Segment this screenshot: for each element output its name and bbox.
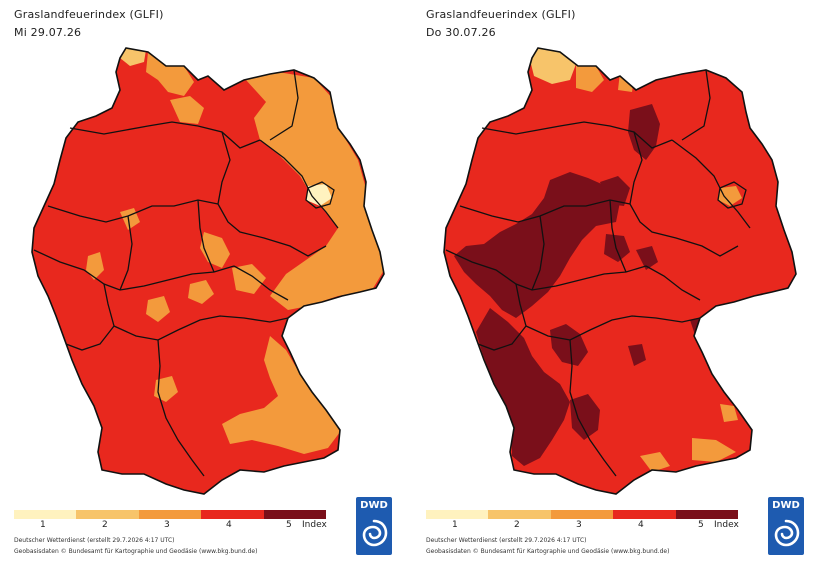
panel-date: Mi 29.07.26 bbox=[14, 26, 82, 39]
index-3-area bbox=[86, 252, 104, 280]
panel-date: Do 30.07.26 bbox=[426, 26, 496, 39]
index-3-area bbox=[232, 264, 266, 294]
index-3-area bbox=[188, 280, 214, 304]
index-3-area bbox=[576, 64, 604, 92]
index-3-area bbox=[146, 296, 170, 322]
legend-label: 1 bbox=[452, 520, 458, 530]
index-2-area bbox=[120, 48, 146, 66]
legend-labels: 1 2 3 4 5 Index bbox=[14, 520, 344, 532]
state-borders bbox=[33, 69, 339, 477]
legend-unit: Index bbox=[714, 520, 739, 530]
legend-label: 5 bbox=[286, 520, 292, 530]
credit-line: Geobasisdaten © Bundesamt für Kartograph… bbox=[14, 548, 258, 555]
legend-swatch-3 bbox=[138, 510, 202, 519]
panel-title: Graslandfeuerindex (GLFI) bbox=[14, 8, 164, 21]
legend-swatch-2 bbox=[488, 510, 551, 519]
index-5-area bbox=[570, 394, 600, 440]
legend-swatch-5 bbox=[263, 510, 327, 519]
credit-line: Geobasisdaten © Bundesamt für Kartograph… bbox=[426, 548, 670, 555]
index-5-area bbox=[604, 234, 630, 262]
dwd-logo: DWD bbox=[768, 497, 804, 555]
legend-label: 4 bbox=[638, 520, 644, 530]
legend-swatch-5 bbox=[675, 510, 739, 519]
logo-text: DWD bbox=[772, 500, 800, 511]
legend-color-bar bbox=[14, 510, 327, 519]
legend-labels: 1 2 3 4 5 Index bbox=[426, 520, 756, 532]
index-5-area bbox=[628, 104, 660, 160]
dwd-spiral-icon bbox=[362, 519, 388, 547]
legend-swatch-2 bbox=[76, 510, 139, 519]
legend-label: 3 bbox=[576, 520, 582, 530]
logo-text: DWD bbox=[360, 500, 388, 511]
index-3-area bbox=[154, 376, 178, 402]
legend-label: 2 bbox=[514, 520, 520, 530]
legend-swatch-1 bbox=[426, 510, 489, 519]
index-3-area bbox=[718, 186, 742, 206]
legend-swatch-4 bbox=[201, 510, 264, 519]
dwd-spiral-icon bbox=[774, 519, 800, 547]
index-3-area bbox=[720, 404, 738, 422]
state-borders bbox=[445, 69, 751, 477]
index-3-area bbox=[170, 96, 204, 124]
index-3-area bbox=[146, 52, 194, 96]
index-3-area bbox=[640, 452, 670, 472]
index-5-area bbox=[550, 324, 588, 366]
credit-line: Deutscher Wetterdienst (erstellt 29.7.20… bbox=[426, 537, 587, 544]
index-5-area bbox=[636, 246, 658, 270]
legend-swatch-3 bbox=[550, 510, 614, 519]
legend-label: 4 bbox=[226, 520, 232, 530]
map-panel-day2: Graslandfeuerindex (GLFI) Do 30.07.26 bbox=[420, 0, 816, 573]
map-panel-day1: Graslandfeuerindex (GLFI) Mi 29.07.26 bbox=[8, 0, 408, 573]
index-3-area bbox=[692, 438, 736, 462]
panel-title: Graslandfeuerindex (GLFI) bbox=[426, 8, 576, 21]
index-5-area bbox=[628, 344, 646, 366]
legend-unit: Index bbox=[302, 520, 327, 530]
index-3-area bbox=[200, 232, 230, 268]
legend-label: 3 bbox=[164, 520, 170, 530]
legend-swatch-4 bbox=[613, 510, 676, 519]
legend-label: 1 bbox=[40, 520, 46, 530]
index-2-area bbox=[530, 48, 576, 84]
legend-label: 2 bbox=[102, 520, 108, 530]
germany-map-day1 bbox=[31, 47, 385, 495]
dwd-logo: DWD bbox=[356, 497, 392, 555]
index-2-area bbox=[306, 184, 332, 206]
legend-swatch-1 bbox=[14, 510, 77, 519]
germany-map-day2 bbox=[443, 47, 797, 495]
index-5-area bbox=[454, 172, 620, 318]
legend-color-bar bbox=[426, 510, 739, 519]
credit-line: Deutscher Wetterdienst (erstellt 29.7.20… bbox=[14, 537, 175, 544]
legend-label: 5 bbox=[698, 520, 704, 530]
index-5-area bbox=[600, 176, 630, 206]
index-3-area bbox=[222, 336, 340, 454]
